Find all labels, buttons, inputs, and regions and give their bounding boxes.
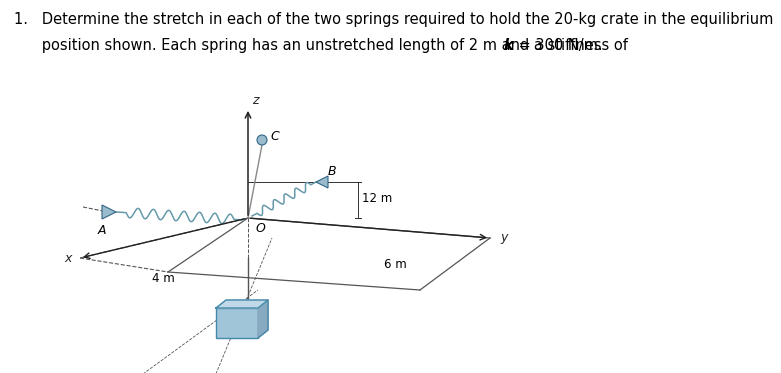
Text: 1.   Determine the stretch in each of the two springs required to hold the 20-kg: 1. Determine the stretch in each of the … xyxy=(14,12,773,27)
Text: x: x xyxy=(64,251,72,264)
Text: = 300 N/m.: = 300 N/m. xyxy=(514,38,603,53)
Text: z: z xyxy=(252,94,259,107)
Polygon shape xyxy=(316,176,328,188)
Text: position shown. Each spring has an unstretched length of 2 m and a stiffness of: position shown. Each spring has an unstr… xyxy=(14,38,633,53)
Text: k: k xyxy=(504,38,514,53)
Text: O: O xyxy=(256,222,266,235)
Polygon shape xyxy=(102,205,116,219)
Polygon shape xyxy=(258,300,268,338)
Text: 4 m: 4 m xyxy=(152,272,174,285)
Text: C: C xyxy=(270,131,279,144)
Circle shape xyxy=(257,135,267,145)
Text: y: y xyxy=(500,232,508,244)
Text: 12 m: 12 m xyxy=(362,191,392,204)
Text: 6 m: 6 m xyxy=(383,258,406,272)
Polygon shape xyxy=(216,300,268,308)
Text: A: A xyxy=(98,224,106,237)
FancyBboxPatch shape xyxy=(216,308,258,338)
Text: B: B xyxy=(328,165,337,178)
